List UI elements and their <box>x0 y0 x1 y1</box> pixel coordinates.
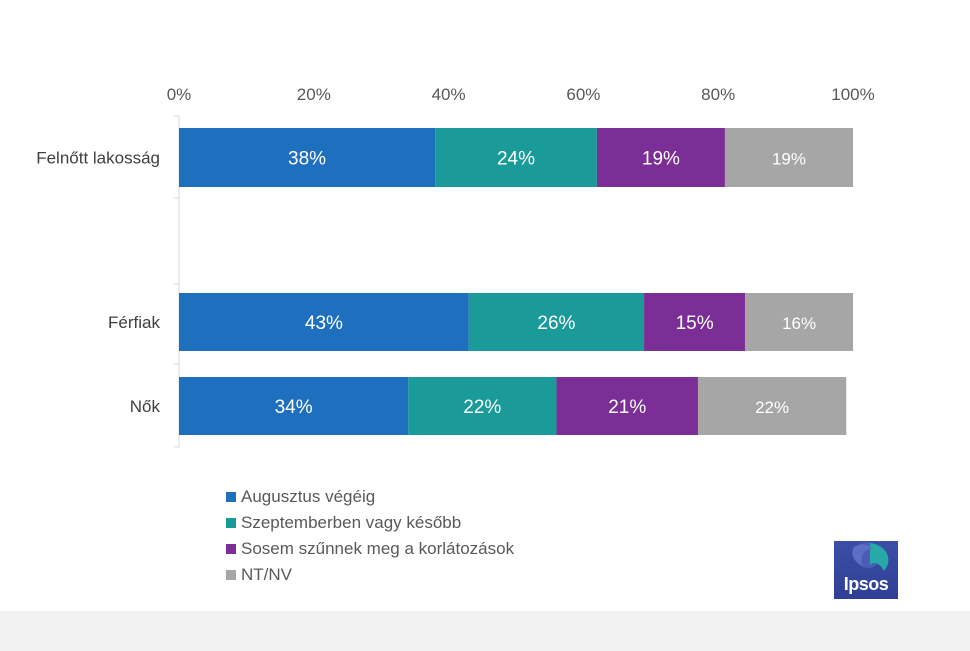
data-label: 15% <box>676 313 714 334</box>
legend-swatch <box>226 518 236 528</box>
bar-segment <box>697 377 847 435</box>
x-tick-label: 0% <box>167 85 192 104</box>
bar-segment <box>468 293 645 351</box>
legend-label: Szeptemberben vagy később <box>241 513 462 532</box>
x-tick-label: 100% <box>831 85 874 104</box>
data-label: 34% <box>275 397 313 418</box>
data-label: 24% <box>497 149 535 170</box>
x-tick-label: 80% <box>701 85 735 104</box>
legend-label: Augusztus végéig <box>241 487 376 506</box>
legend-swatch <box>226 492 236 502</box>
legend-item: Sosem szűnnek meg a korlátozások <box>226 536 514 562</box>
data-label: 22% <box>755 398 789 417</box>
bar-segment <box>556 377 698 435</box>
legend-swatch <box>226 544 236 554</box>
bar-segment <box>435 128 597 187</box>
logo-wordmark: Ipsos <box>843 574 889 594</box>
legend-item: NT/NV <box>226 562 514 588</box>
legend-label: NT/NV <box>241 565 292 584</box>
logo-swoosh-icon <box>852 542 889 571</box>
legend-swatch <box>226 570 236 580</box>
data-label: 26% <box>537 313 575 334</box>
bar-segment <box>724 128 853 187</box>
data-label: 43% <box>305 313 343 334</box>
bar-segment <box>644 293 746 351</box>
x-tick-label: 60% <box>566 85 600 104</box>
chart-legend: Augusztus végéig Szeptemberben vagy késő… <box>226 484 514 588</box>
bar-segment <box>179 128 436 187</box>
legend-item: Szeptemberben vagy később <box>226 510 514 536</box>
data-label: 38% <box>288 149 326 170</box>
bar-segment <box>745 293 853 351</box>
ipsos-logo: Ipsos <box>834 541 898 599</box>
category-label: Felnőtt lakosság <box>36 149 160 168</box>
bar-segment <box>596 128 725 187</box>
data-label: 21% <box>608 397 646 418</box>
x-tick-label: 40% <box>432 85 466 104</box>
data-label: 16% <box>782 314 816 333</box>
data-label: 19% <box>772 150 806 169</box>
bar-segment <box>179 293 469 351</box>
footer-bar <box>0 611 970 651</box>
category-label: Férfiak <box>108 313 160 332</box>
data-label: 19% <box>642 149 680 170</box>
bar-segment <box>408 377 557 435</box>
legend-item: Augusztus végéig <box>226 484 514 510</box>
legend-label: Sosem szűnnek meg a korlátozások <box>241 539 515 558</box>
x-tick-label: 20% <box>297 85 331 104</box>
category-label: Nők <box>130 397 161 416</box>
data-label: 22% <box>463 397 501 418</box>
bar-segment <box>179 377 409 435</box>
